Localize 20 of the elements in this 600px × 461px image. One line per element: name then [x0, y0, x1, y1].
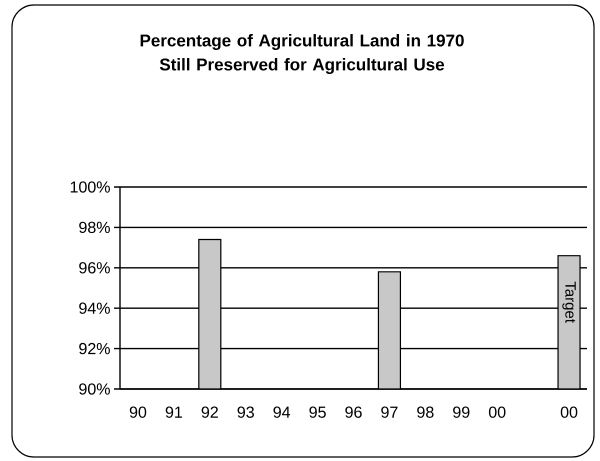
y-tick-label: 100% — [70, 181, 110, 193]
x-tick-label: 00 — [488, 406, 506, 418]
x-tick-label: 94 — [274, 406, 290, 418]
x-tick-label: 92 — [202, 406, 218, 418]
x-tick-label: 00 — [560, 406, 578, 418]
y-tick-label: 92% — [79, 342, 110, 354]
y-tick-label: 96% — [79, 262, 110, 274]
annotation: Target — [562, 282, 576, 323]
x-tick-label: 98 — [417, 406, 434, 418]
x-tick-label: 91 — [166, 406, 182, 418]
x-tick-label: 95 — [309, 406, 326, 418]
y-tick-label: 90% — [79, 383, 110, 395]
x-tick-label: 97 — [381, 406, 398, 418]
chart-title: Percentage of Agricultural Land in 1970 Still Preserved for Agricultural Use — [140, 34, 464, 74]
y-tick-label: 98% — [79, 222, 110, 234]
y-tick-label: 94% — [79, 302, 110, 314]
x-tick-label: 93 — [238, 406, 254, 418]
x-tick-label: 90 — [130, 406, 146, 418]
x-tick-label: 99 — [453, 406, 470, 418]
x-tick-label: 96 — [345, 406, 362, 418]
